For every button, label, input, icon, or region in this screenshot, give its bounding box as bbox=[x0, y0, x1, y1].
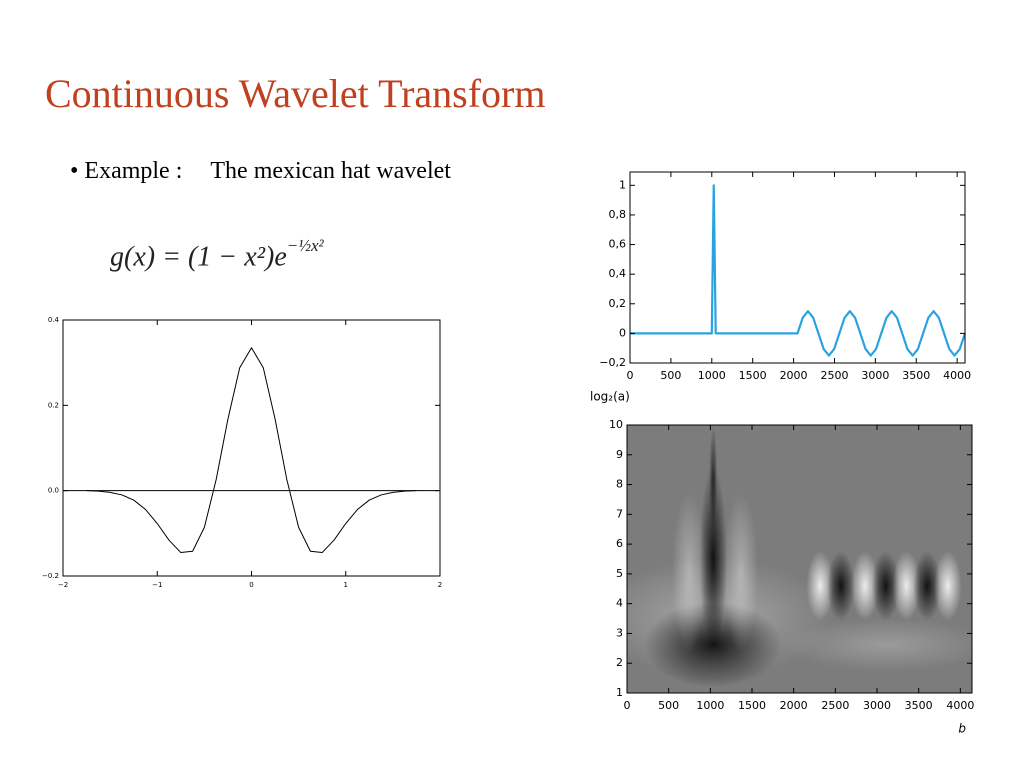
x-tick-label: 1500 bbox=[738, 699, 766, 712]
bullet-text: The mexican hat wavelet bbox=[210, 158, 451, 184]
scalogram-shade bbox=[913, 550, 941, 621]
y-tick-label: −0,2 bbox=[599, 356, 626, 369]
y-tick-label: 2 bbox=[616, 656, 623, 669]
slide-title: Continuous Wavelet Transform bbox=[45, 71, 546, 116]
x-tick-label: −2 bbox=[58, 581, 68, 589]
scalogram-shade bbox=[723, 492, 759, 653]
data-line bbox=[630, 184, 967, 357]
x-tick-label: 0 bbox=[624, 699, 631, 712]
scalogram-shade bbox=[934, 550, 962, 621]
y-tick-label: 0.4 bbox=[48, 316, 60, 324]
y-tick-label: 1 bbox=[619, 178, 626, 191]
y-tick-label: 0,6 bbox=[609, 238, 627, 251]
scalogram-shade bbox=[892, 550, 921, 621]
x-tick-label: 2500 bbox=[820, 369, 848, 382]
x-tick-label: 4000 bbox=[943, 369, 971, 382]
x-tick-label: 500 bbox=[658, 699, 679, 712]
scalogram-shade bbox=[671, 492, 707, 653]
y-tick-label: 6 bbox=[616, 537, 623, 550]
scalogram-shade bbox=[782, 617, 972, 672]
y-tick-label: 4 bbox=[616, 597, 623, 610]
x-tick-label: −1 bbox=[152, 581, 162, 589]
x-tick-label: 2000 bbox=[780, 699, 808, 712]
y-tick-label: 7 bbox=[616, 507, 623, 520]
plot-frame bbox=[62, 319, 441, 577]
data-line bbox=[86, 347, 417, 554]
scalogram-shade bbox=[806, 550, 834, 621]
y-tick-label: 0 bbox=[619, 326, 626, 339]
x-tick-label: 3500 bbox=[905, 699, 933, 712]
y-tick-label: 8 bbox=[616, 478, 623, 491]
x-tick-label: 2 bbox=[438, 581, 442, 589]
y-tick-label: 0,2 bbox=[609, 297, 627, 310]
y-tick-label: −0.2 bbox=[42, 572, 59, 580]
y-tick-label: 3 bbox=[616, 626, 623, 639]
x-tick-label: 2500 bbox=[821, 699, 849, 712]
scalogram bbox=[627, 425, 972, 693]
y-tick-label: 0,8 bbox=[609, 208, 627, 221]
scalogram-shade bbox=[827, 550, 855, 621]
x-tick-label: 0 bbox=[627, 369, 634, 382]
scalogram-shade bbox=[871, 550, 900, 621]
scalogram-shade bbox=[709, 425, 718, 533]
x-tick-label: 1000 bbox=[696, 699, 724, 712]
plot-frame bbox=[626, 424, 973, 694]
y-tick-label: 9 bbox=[616, 448, 623, 461]
y-tick-label: 0,4 bbox=[609, 267, 627, 280]
plot-frame bbox=[629, 171, 966, 364]
x-tick-label: 1500 bbox=[739, 369, 767, 382]
scalogram-shade bbox=[851, 550, 879, 621]
y-axis-label: log₂(a) bbox=[590, 390, 630, 404]
y-tick-label: 0.0 bbox=[48, 487, 59, 495]
x-tick-label: 2000 bbox=[780, 369, 808, 382]
formula: g(x) = (1 − x²)e−½x² bbox=[110, 236, 324, 273]
y-tick-label: 5 bbox=[616, 567, 623, 580]
x-tick-label: 3000 bbox=[861, 369, 889, 382]
x-tick-label: 1000 bbox=[698, 369, 726, 382]
y-tick-label: 0.2 bbox=[48, 401, 59, 409]
formula-base: g(x) = (1 − x²)e bbox=[110, 241, 287, 273]
bullet-label: • Example : bbox=[70, 158, 183, 184]
formula-exponent: −½x² bbox=[286, 236, 324, 255]
scalogram-shade bbox=[699, 465, 728, 653]
bullet: • Example : The mexican hat wavelet bbox=[70, 158, 451, 185]
y-tick-label: 1 bbox=[616, 686, 623, 699]
x-tick-label: 0 bbox=[249, 581, 253, 589]
x-tick-label: 4000 bbox=[946, 699, 974, 712]
x-tick-label: 500 bbox=[660, 369, 681, 382]
x-tick-label: 3500 bbox=[902, 369, 930, 382]
x-axis-label: b bbox=[958, 722, 966, 736]
y-tick-label: 10 bbox=[609, 418, 623, 431]
x-tick-label: 3000 bbox=[863, 699, 891, 712]
x-tick-label: 1 bbox=[344, 581, 348, 589]
